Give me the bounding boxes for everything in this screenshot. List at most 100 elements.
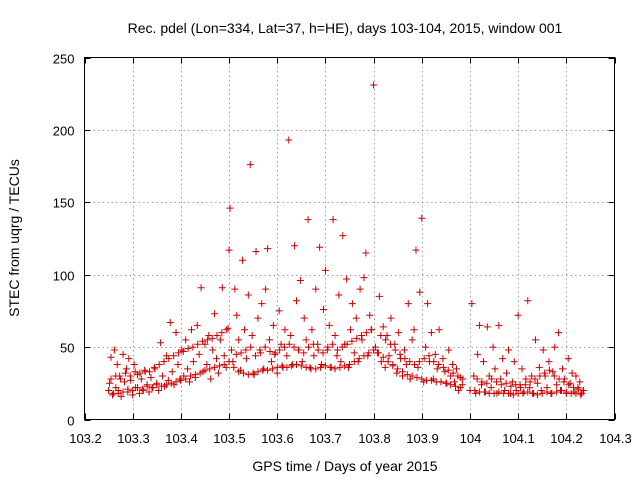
data-point bbox=[495, 321, 503, 329]
data-points bbox=[105, 81, 588, 400]
data-point bbox=[141, 366, 149, 374]
data-point bbox=[483, 323, 491, 331]
data-point bbox=[411, 360, 419, 368]
data-point bbox=[231, 285, 239, 293]
data-point bbox=[403, 371, 411, 379]
data-point bbox=[551, 343, 559, 351]
data-point bbox=[208, 334, 216, 342]
data-point bbox=[510, 358, 518, 366]
data-point bbox=[439, 355, 447, 363]
data-point bbox=[108, 391, 116, 399]
data-point bbox=[203, 360, 211, 368]
data-point bbox=[336, 363, 344, 371]
data-point bbox=[297, 362, 305, 370]
data-point bbox=[112, 372, 120, 380]
data-point bbox=[452, 382, 459, 390]
data-point bbox=[449, 369, 457, 377]
data-point bbox=[155, 387, 163, 395]
data-point bbox=[159, 372, 167, 380]
data-point bbox=[266, 347, 274, 355]
data-point bbox=[124, 385, 132, 393]
data-point bbox=[533, 379, 541, 387]
data-point bbox=[548, 389, 556, 397]
data-point bbox=[562, 388, 570, 396]
data-point bbox=[244, 371, 252, 379]
data-point bbox=[576, 378, 584, 386]
data-point bbox=[435, 326, 443, 334]
data-point bbox=[107, 353, 115, 361]
data-point bbox=[225, 246, 233, 254]
data-point bbox=[331, 365, 339, 373]
data-point bbox=[244, 291, 252, 299]
data-point bbox=[370, 346, 378, 354]
data-point bbox=[370, 81, 378, 89]
data-point bbox=[366, 311, 374, 319]
data-point bbox=[264, 245, 272, 253]
data-point bbox=[418, 214, 426, 222]
data-point bbox=[408, 372, 416, 380]
data-point bbox=[226, 204, 234, 212]
data-point bbox=[393, 369, 401, 377]
data-point bbox=[439, 363, 447, 371]
data-point bbox=[385, 352, 393, 360]
y-tick-label: 200 bbox=[53, 124, 75, 139]
data-point bbox=[362, 329, 370, 337]
data-point bbox=[406, 358, 414, 366]
data-point bbox=[541, 369, 549, 377]
data-point bbox=[479, 358, 487, 366]
data-point bbox=[213, 355, 221, 363]
data-point bbox=[170, 352, 178, 360]
data-point bbox=[249, 369, 257, 377]
data-point bbox=[201, 366, 209, 374]
x-tick-label: 104.3 bbox=[599, 431, 632, 446]
data-point bbox=[215, 362, 223, 370]
data-point bbox=[106, 379, 114, 387]
data-point bbox=[281, 326, 289, 334]
data-point bbox=[535, 363, 543, 371]
data-point bbox=[195, 350, 203, 358]
data-point bbox=[316, 243, 324, 251]
data-point bbox=[395, 329, 403, 337]
data-point bbox=[252, 248, 260, 256]
data-point bbox=[213, 332, 221, 340]
data-point bbox=[362, 249, 370, 257]
data-point bbox=[164, 376, 172, 384]
data-point bbox=[277, 340, 285, 348]
data-point bbox=[377, 332, 385, 340]
data-point bbox=[308, 326, 316, 334]
data-point bbox=[196, 369, 204, 377]
data-point bbox=[121, 369, 129, 377]
data-point bbox=[237, 349, 245, 357]
data-point bbox=[247, 343, 255, 351]
data-point bbox=[528, 372, 536, 380]
data-point bbox=[456, 384, 464, 392]
data-point bbox=[273, 363, 281, 371]
x-tick-label: 103.3 bbox=[117, 431, 150, 446]
data-point bbox=[414, 363, 422, 371]
data-point bbox=[172, 329, 180, 337]
data-point bbox=[430, 358, 438, 366]
data-point bbox=[174, 360, 182, 368]
data-point bbox=[126, 372, 134, 380]
x-tick-label: 103.5 bbox=[213, 431, 246, 446]
data-point bbox=[360, 274, 368, 282]
data-point bbox=[174, 349, 182, 357]
data-point bbox=[572, 389, 580, 397]
data-point bbox=[321, 362, 329, 370]
y-tick-label: 0 bbox=[67, 414, 74, 429]
data-point bbox=[302, 363, 310, 371]
data-point bbox=[379, 323, 387, 331]
data-point bbox=[543, 388, 551, 396]
data-point bbox=[199, 337, 207, 345]
data-point bbox=[394, 365, 402, 373]
data-point bbox=[119, 350, 127, 358]
data-point bbox=[283, 352, 291, 360]
data-point bbox=[517, 384, 525, 392]
data-point bbox=[134, 384, 141, 392]
data-point bbox=[521, 381, 529, 389]
data-point bbox=[490, 389, 498, 397]
data-point bbox=[283, 363, 291, 371]
data-point bbox=[505, 346, 512, 354]
data-point bbox=[153, 381, 161, 389]
data-point bbox=[454, 372, 462, 380]
